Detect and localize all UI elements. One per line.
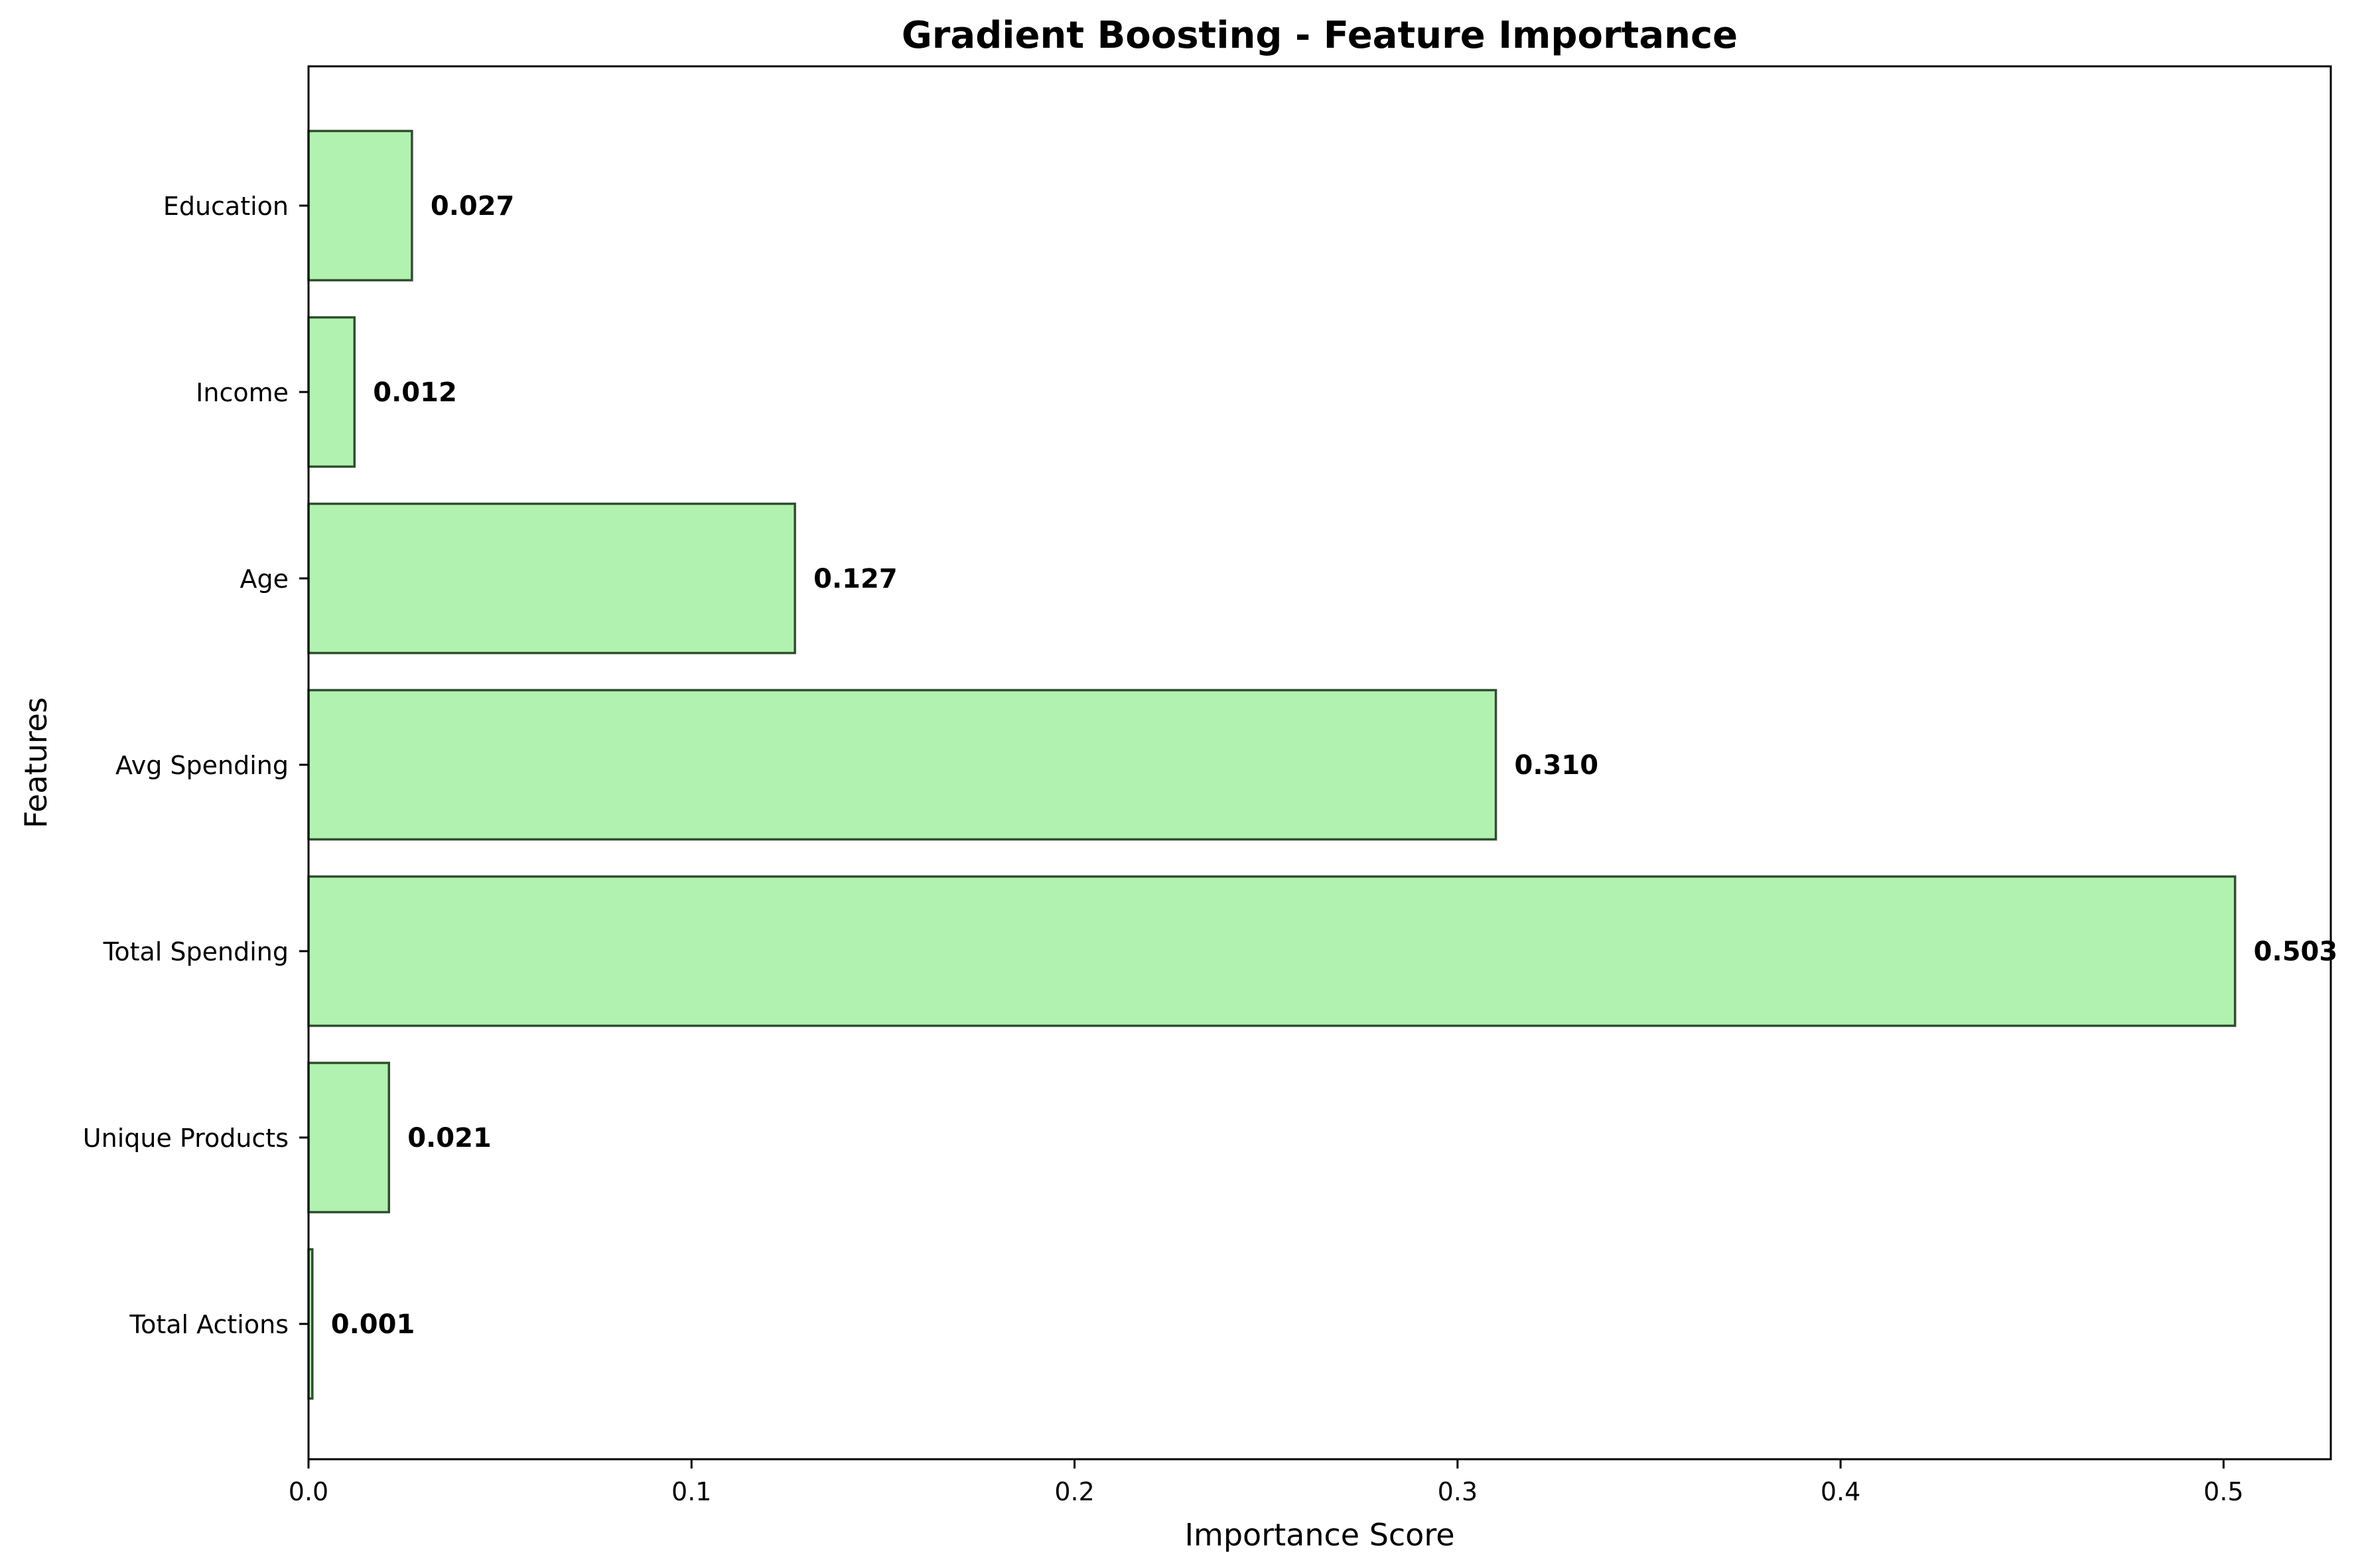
value-label-age: 0.127 bbox=[813, 564, 898, 594]
plot-area-frame bbox=[307, 65, 2332, 1461]
bar-total-spending bbox=[307, 875, 2237, 1027]
bar-age bbox=[307, 502, 796, 655]
x-tick-label: 0.3 bbox=[1438, 1477, 1478, 1506]
x-tick-label: 0.2 bbox=[1054, 1477, 1094, 1506]
y-tick-label: Unique Products bbox=[83, 1124, 289, 1153]
value-labels-layer: 0.001 0.021 0.503 0.310 0.127 0.012 0.027 bbox=[331, 191, 2337, 1340]
y-tick-label: Total Spending bbox=[103, 937, 289, 966]
bar-unique-products bbox=[307, 1061, 390, 1214]
y-axis-label: Features bbox=[18, 697, 54, 828]
y-tick-label: Education bbox=[163, 192, 289, 221]
y-tick-label: Income bbox=[196, 378, 289, 407]
x-tick-label: 0.0 bbox=[289, 1477, 328, 1506]
y-ticks-layer: Total Actions Unique Products Total Spendi… bbox=[83, 192, 309, 1339]
y-tick-label: Avg Spending bbox=[115, 751, 289, 780]
value-label-education: 0.027 bbox=[431, 191, 515, 222]
x-tick-label: 0.4 bbox=[1821, 1477, 1860, 1506]
bars-layer bbox=[307, 129, 2237, 1400]
value-label-avg-spending: 0.310 bbox=[1515, 750, 1599, 781]
x-tick-label: 0.1 bbox=[671, 1477, 711, 1506]
value-label-total-actions: 0.001 bbox=[331, 1309, 415, 1340]
x-ticks-layer: 0.0 0.1 0.2 0.3 0.4 0.5 bbox=[289, 1459, 2244, 1506]
chart-title: Gradient Boosting - Feature Importance bbox=[902, 14, 1738, 57]
bar-avg-spending bbox=[307, 688, 1497, 841]
bar-education bbox=[307, 129, 413, 282]
y-tick-label: Age bbox=[240, 564, 289, 594]
x-tick-label: 0.5 bbox=[2203, 1477, 2243, 1506]
bar-income bbox=[307, 316, 356, 468]
value-label-total-spending: 0.503 bbox=[2254, 937, 2338, 967]
y-tick-label: Total Actions bbox=[129, 1310, 289, 1339]
x-axis-label: Importance Score bbox=[1184, 1517, 1454, 1553]
value-label-unique-products: 0.021 bbox=[407, 1123, 492, 1153]
value-label-income: 0.012 bbox=[373, 377, 457, 408]
